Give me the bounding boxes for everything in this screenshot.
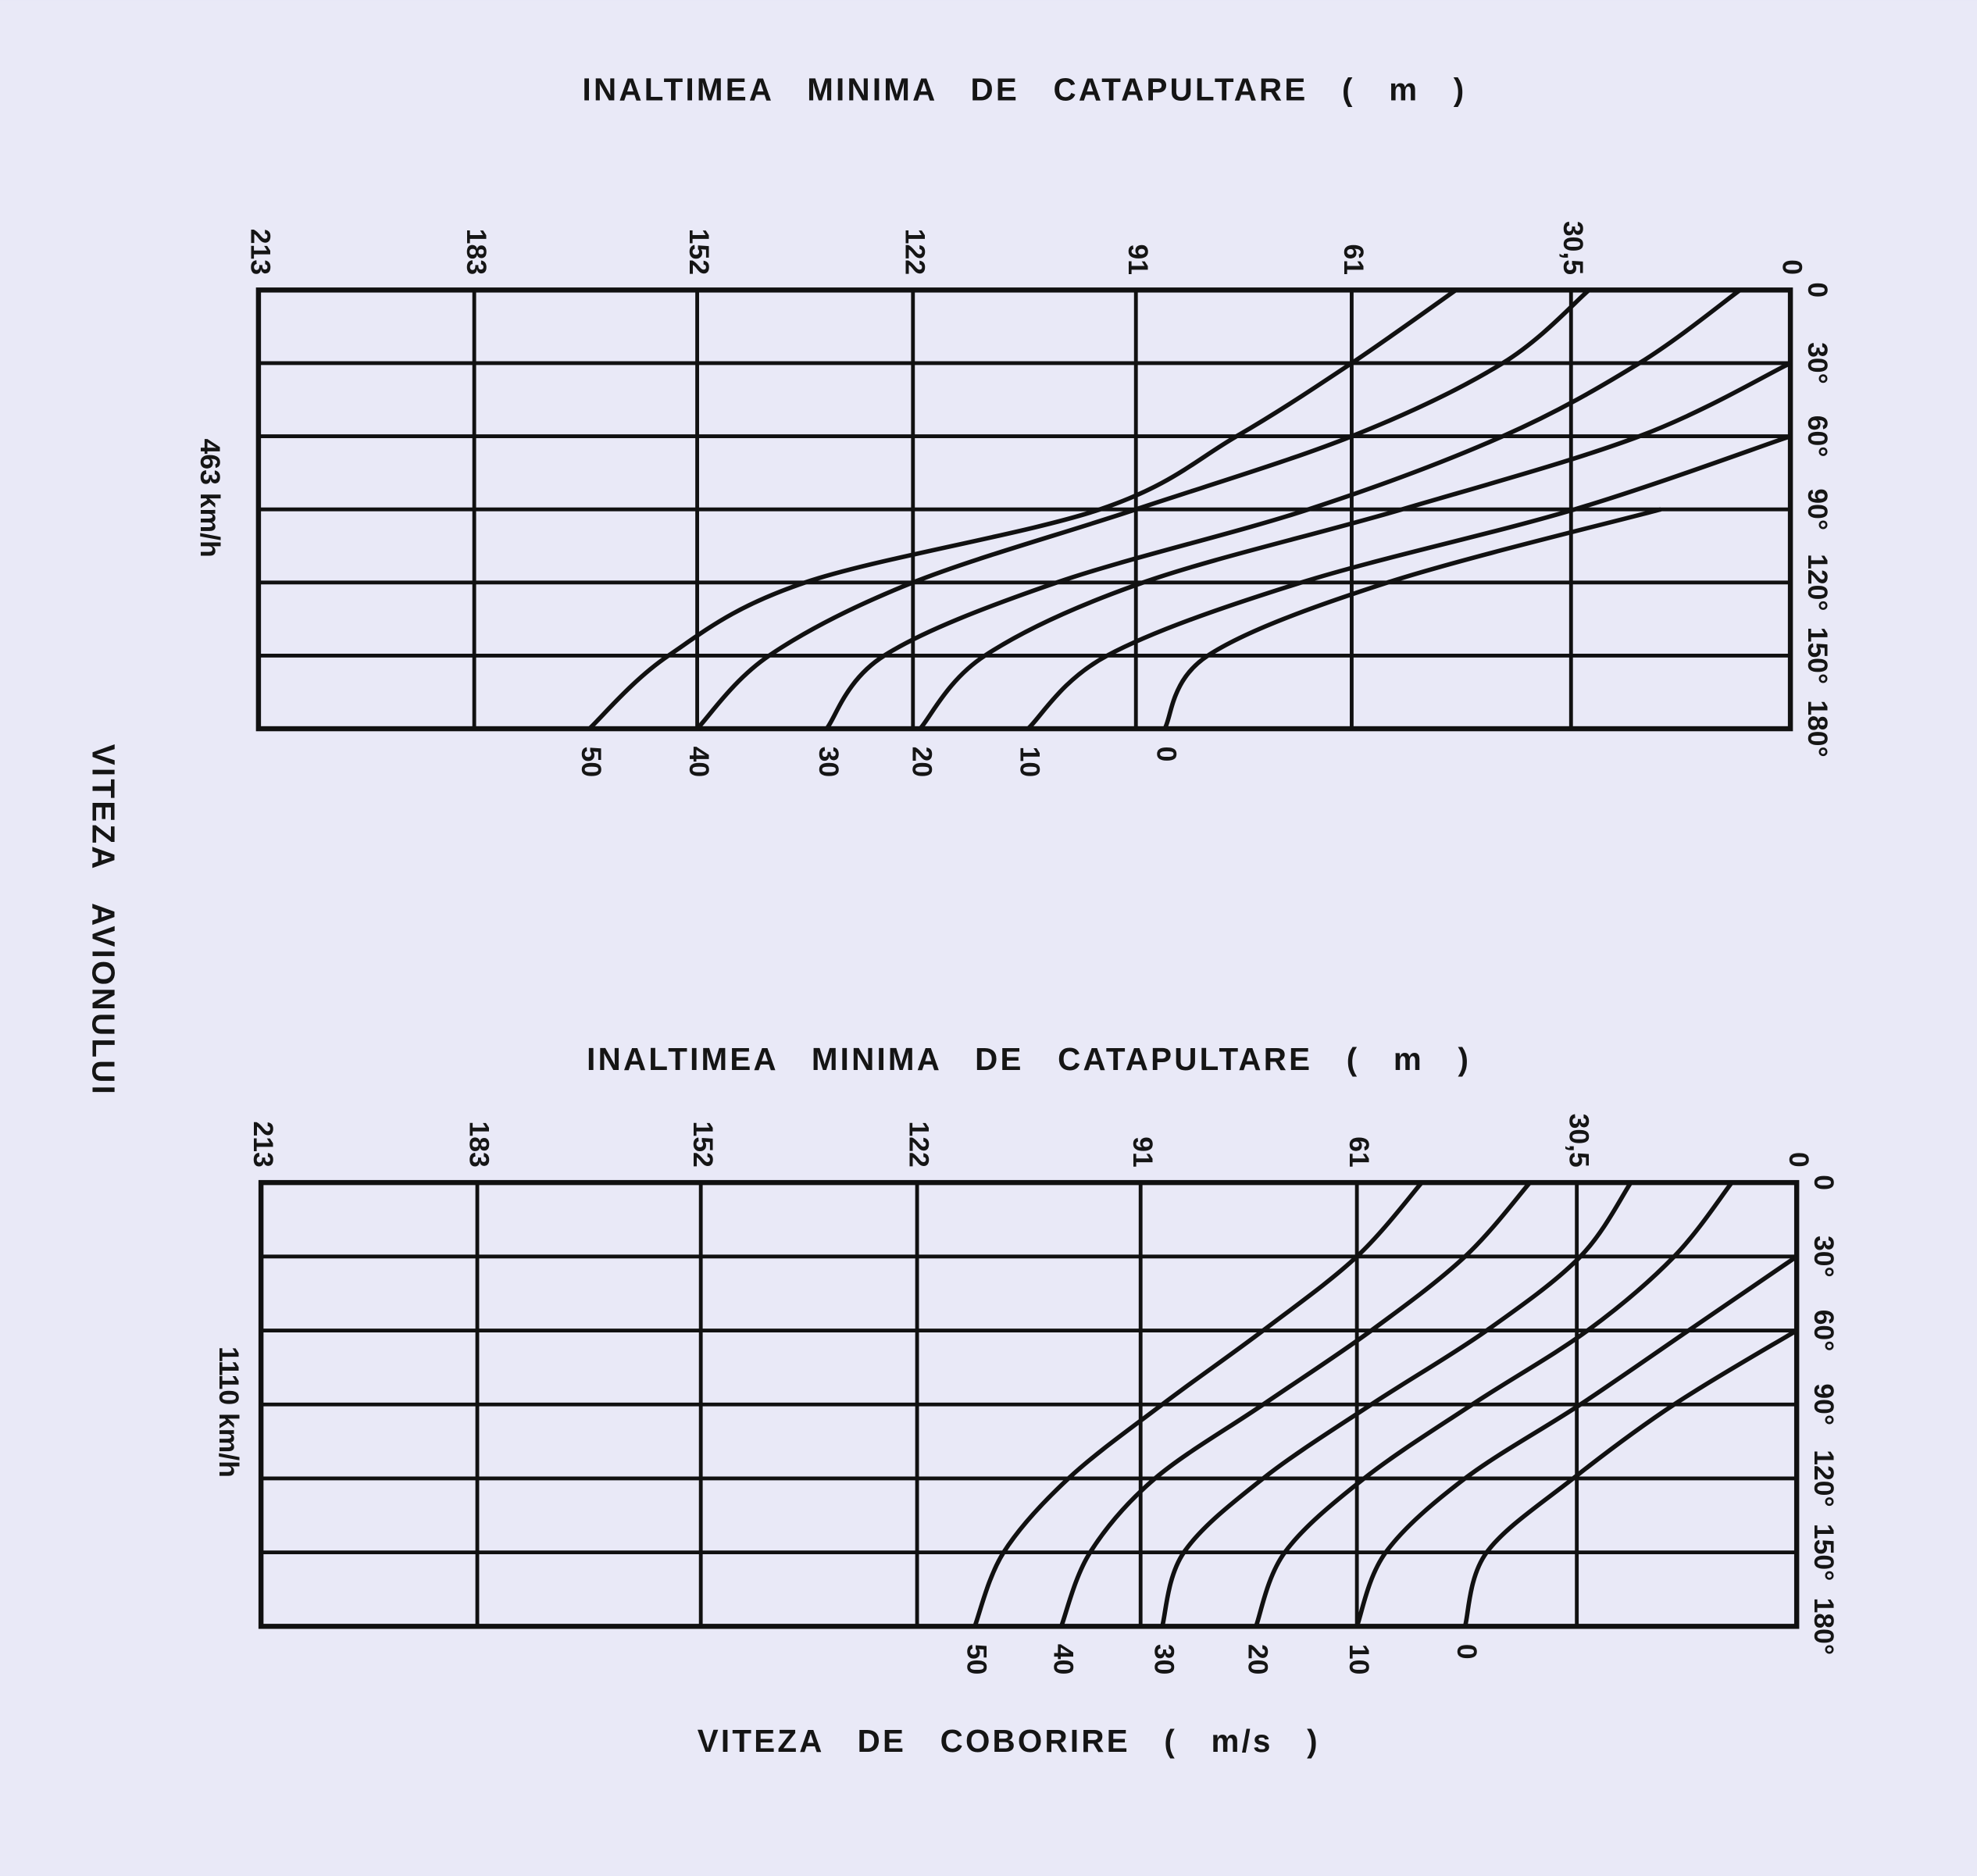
- series-label: 10: [1344, 1644, 1375, 1675]
- series-label: 50: [576, 747, 607, 778]
- curve: [1254, 1181, 1734, 1628]
- series-label: 20: [1243, 1644, 1274, 1675]
- curve: [1026, 433, 1792, 731]
- series-label: 20: [907, 747, 938, 778]
- curve: [1160, 1181, 1633, 1628]
- series-label: 30: [813, 747, 844, 778]
- x-tick-label: 122: [899, 229, 930, 275]
- x-tick-label: 30,5: [1563, 1114, 1594, 1168]
- x-tick-label: 0: [1777, 259, 1808, 275]
- chart-title: INALTIMEA MINIMA DE CATAPULTARE ( m ): [587, 1041, 1471, 1077]
- series-label: 30: [1149, 1644, 1180, 1675]
- series-label: 40: [683, 747, 715, 778]
- x-tick-label: 213: [248, 1122, 279, 1168]
- series-label: 0: [1151, 747, 1183, 762]
- x-tick-label: 91: [1127, 1136, 1158, 1167]
- series-label: 50: [962, 1644, 993, 1675]
- curve: [972, 1181, 1424, 1628]
- y-tick-label: 60°: [1808, 1310, 1840, 1352]
- chart-title: INALTIMEA MINIMA DE CATAPULTARE ( m ): [583, 72, 1467, 108]
- y-tick-label: 0: [1802, 282, 1833, 298]
- subtitle: 1110 km/h: [213, 1346, 244, 1478]
- x-tick-label: 61: [1344, 1136, 1375, 1167]
- x-tick-label: 213: [245, 229, 277, 275]
- y-tick-label: 90°: [1808, 1383, 1840, 1425]
- y-tick-label: 90°: [1802, 488, 1833, 530]
- y-tick-label: 60°: [1802, 416, 1833, 458]
- y-tick-label: 180°: [1802, 700, 1833, 757]
- x-tick-label: 0: [1783, 1152, 1815, 1168]
- series-label: 0: [1451, 1644, 1483, 1660]
- y-tick-label: 120°: [1808, 1450, 1840, 1507]
- y-tick-label: 150°: [1808, 1524, 1840, 1581]
- curve: [918, 361, 1792, 730]
- legend-title: VITEZA DE COBORIRE ( m/s ): [698, 1723, 1320, 1759]
- curve: [587, 288, 1458, 731]
- series-label: 40: [1047, 1644, 1079, 1675]
- x-tick-label: 152: [683, 229, 715, 275]
- y-axis-title: VITEZA AVIONULUI: [85, 744, 121, 1097]
- x-tick-label: 122: [904, 1122, 935, 1168]
- curve: [825, 288, 1742, 730]
- x-tick-label: 183: [461, 229, 492, 275]
- x-tick-label: 91: [1122, 244, 1154, 275]
- curve: [1059, 1181, 1532, 1628]
- plot-frame: [255, 287, 1793, 732]
- y-tick-label: 120°: [1802, 554, 1833, 611]
- series-label: 10: [1015, 747, 1046, 778]
- curve: [695, 288, 1591, 731]
- curve: [1162, 507, 1662, 730]
- x-tick-label: 183: [464, 1122, 495, 1168]
- x-tick-label: 61: [1338, 244, 1369, 275]
- y-tick-label: 30°: [1802, 342, 1833, 384]
- y-tick-label: 150°: [1802, 627, 1833, 684]
- y-tick-label: 30°: [1808, 1236, 1840, 1278]
- subtitle: 463 km/h: [194, 439, 226, 558]
- curve: [1354, 1254, 1798, 1628]
- y-tick-label: 180°: [1808, 1598, 1840, 1655]
- y-tick-label: 0: [1808, 1175, 1840, 1190]
- curve: [1462, 1329, 1798, 1628]
- x-tick-label: 152: [687, 1122, 719, 1168]
- x-tick-label: 30,5: [1558, 221, 1589, 275]
- plot-frame: [258, 1179, 1800, 1629]
